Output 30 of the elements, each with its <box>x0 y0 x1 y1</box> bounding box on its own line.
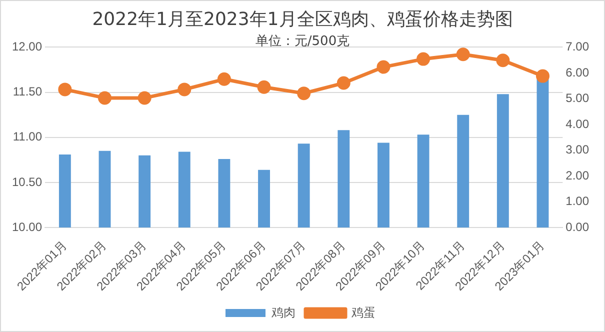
y2-tick-label: 6.00 <box>566 65 590 80</box>
point <box>456 48 470 62</box>
legend-label: 鸡蛋 <box>350 305 376 320</box>
point <box>257 80 271 94</box>
legend-label: 鸡肉 <box>270 305 296 320</box>
y2-tick-label: 7.00 <box>566 40 590 54</box>
y-tick-label: 11.00 <box>12 130 42 144</box>
point <box>138 91 152 105</box>
point <box>58 82 72 96</box>
y2-tick-label: 2.00 <box>566 168 590 182</box>
point <box>416 52 430 66</box>
point <box>496 54 510 68</box>
y2-tick-label: 1.00 <box>566 194 590 208</box>
point <box>336 76 350 90</box>
y-tick-label: 10.00 <box>12 220 42 234</box>
chart-title: 2022年1月至2023年1月全区鸡肉、鸡蛋价格走势图 <box>91 8 514 31</box>
chart-subtitle: 单位：元/500克 <box>255 34 350 49</box>
point <box>98 91 112 105</box>
point <box>297 86 311 100</box>
y2-tick-label: 4.00 <box>566 116 590 131</box>
point <box>178 82 192 96</box>
point <box>536 69 550 83</box>
y2-tick-label: 3.00 <box>566 142 590 157</box>
point <box>217 72 231 86</box>
y-tick-label: 11.50 <box>12 84 42 99</box>
y-tick-label: 12.00 <box>12 40 42 54</box>
y2-tick-label: 0.00 <box>566 220 590 234</box>
point <box>376 60 390 74</box>
y-tick-label: 10.50 <box>12 174 42 189</box>
y2-tick-label: 5.00 <box>566 91 590 106</box>
